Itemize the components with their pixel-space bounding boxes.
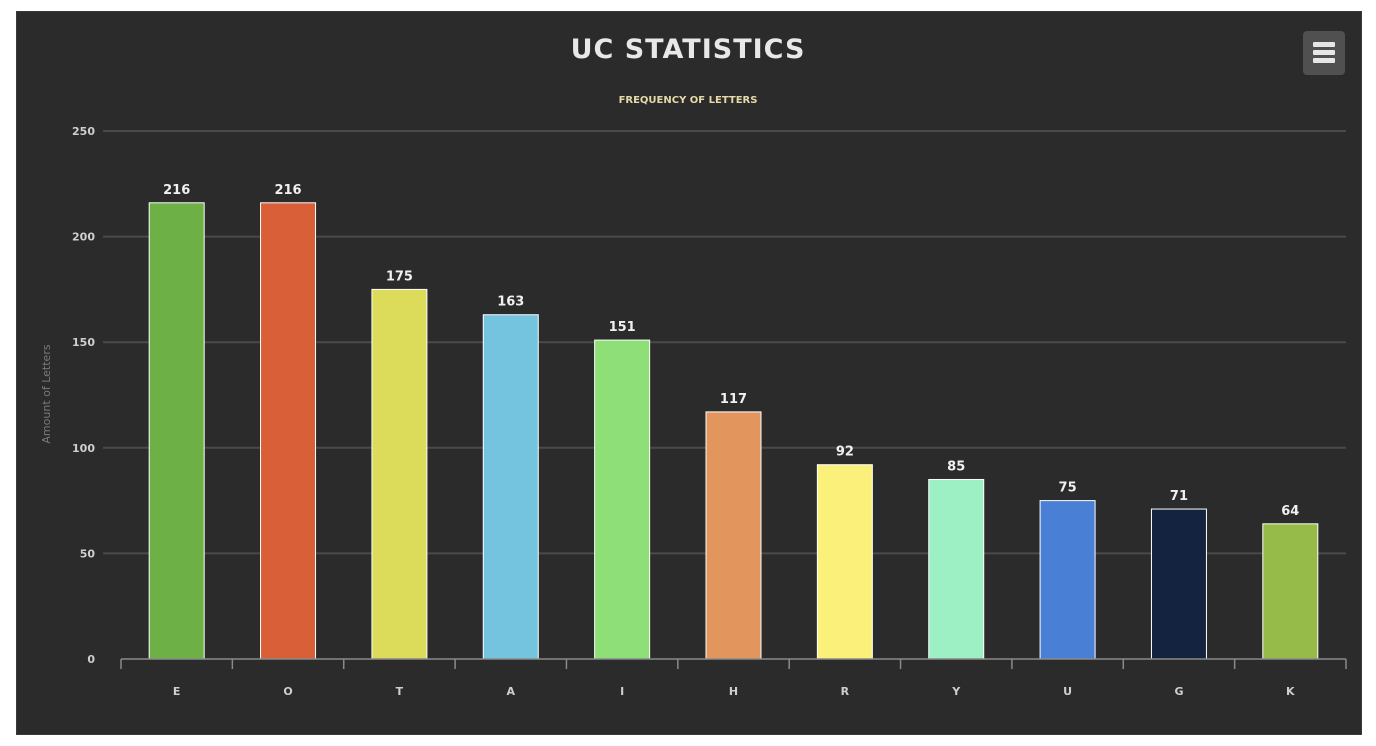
data-label: 75 [1059,481,1077,496]
bar-a[interactable] [482,314,539,660]
data-label: 92 [836,445,854,460]
bar-h[interactable] [705,411,762,660]
x-tick-label: U [1063,685,1072,698]
data-label: 151 [609,320,636,335]
x-tick-label: A [507,685,516,698]
x-tick-label: I [620,685,624,698]
chart-subtitle: FREQUENCY OF LETTERS [619,95,758,106]
bar-r[interactable] [816,464,873,660]
x-tick-label: O [283,685,292,698]
x-tick-label: E [173,685,181,698]
y-tick-label: 50 [80,547,96,560]
x-tick-label: T [396,685,404,698]
bar-u[interactable] [1039,500,1096,660]
data-label: 64 [1281,504,1299,519]
bar-y[interactable] [928,478,985,660]
data-label: 163 [497,295,524,310]
data-label: 216 [274,183,301,198]
x-tick-label: Y [951,685,961,698]
y-tick-label: 150 [72,336,95,349]
data-label: 175 [386,269,413,284]
data-label: 117 [720,392,747,407]
chart-menu-button[interactable] [1303,31,1345,75]
y-tick-label: 200 [72,231,95,244]
data-label: 71 [1170,489,1188,504]
data-label: 85 [947,459,965,474]
bar-i[interactable] [594,339,651,660]
bar-t[interactable] [371,288,428,660]
y-tick-label: 0 [87,653,95,666]
x-tick-label: G [1174,685,1183,698]
bar-g[interactable] [1150,508,1207,660]
y-tick-label: 250 [72,125,95,138]
bar-k[interactable] [1262,523,1319,660]
data-label: 216 [163,183,190,198]
y-axis-label: Amount of Letters [40,344,53,443]
y-tick-label: 100 [72,442,95,455]
x-tick-label: R [841,685,850,698]
x-tick-label: K [1286,685,1295,698]
bar-e[interactable] [148,202,205,660]
x-tick-label: H [729,685,738,698]
bar-o[interactable] [260,202,317,660]
chart-title: UC STATISTICS [571,34,806,65]
